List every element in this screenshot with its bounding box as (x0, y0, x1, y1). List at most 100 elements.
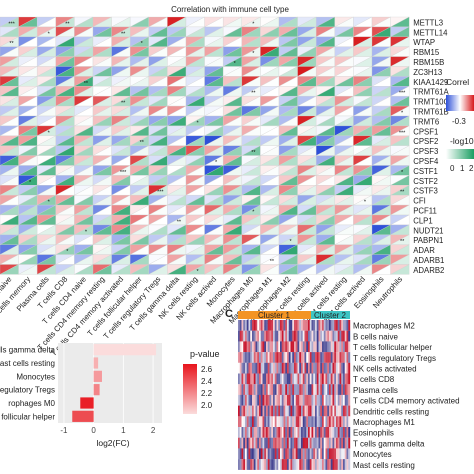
heatmap-tile (281, 427, 284, 438)
heatmap-tile (260, 341, 263, 353)
heatmap-tile (239, 416, 242, 428)
heatmap-tile (290, 416, 293, 428)
heatmap-tile (241, 416, 244, 428)
gene-label: PCF11 (413, 207, 437, 216)
heatmap-tile (337, 341, 340, 353)
heatmap-tile (290, 320, 293, 331)
heatmap-tile (285, 427, 288, 438)
heatmap-tile (322, 394, 324, 406)
heatmap-tile (253, 330, 256, 342)
heatmap-tile (287, 416, 289, 428)
heatmap-tile (348, 416, 351, 428)
heatmap-tile (243, 352, 246, 363)
heatmap-tile (248, 448, 251, 460)
heatmap-tile (274, 405, 277, 417)
heatmap-tile (278, 362, 281, 374)
significance-star: ** (140, 140, 145, 146)
heatmap-tile (343, 405, 345, 417)
heatmap-tile (295, 427, 298, 438)
significance-star: * (364, 200, 367, 206)
heatmap-tile (343, 427, 345, 438)
legend-correlation-title: Correl (446, 77, 469, 87)
heatmap-tile (297, 416, 300, 428)
heatmap-tile (243, 394, 246, 406)
heatmap-tile (281, 320, 284, 331)
heatmap-tile (250, 320, 253, 331)
heatmap-tile (278, 405, 281, 417)
gene-label: CLP1 (413, 216, 433, 225)
heatmap-tile (274, 352, 277, 363)
heatmap-tile (336, 384, 338, 395)
heatmap-tile (309, 373, 312, 385)
heatmap-tile (332, 405, 335, 417)
heatmap-tile (329, 427, 331, 438)
heatmap-tile (337, 330, 340, 342)
heatmap-tile (287, 320, 289, 331)
heatmap-tile (266, 405, 268, 417)
heatmap-tile (245, 405, 247, 417)
heatmap-grid: *** ** ** **** ******* ******** *********** ***… (0, 16, 410, 275)
heatmap-tile (246, 352, 249, 363)
heatmap-tile (273, 427, 275, 438)
heatmap-tile (273, 384, 275, 395)
heatmap-tile (318, 459, 321, 470)
heatmap-tile (346, 437, 349, 449)
heatmap-tile (330, 394, 333, 406)
panel-c-row-label: Monocytes (353, 450, 392, 459)
heatmap-tile (304, 341, 307, 353)
heatmap-tile (302, 352, 305, 363)
heatmap-tile (260, 384, 263, 395)
heatmap-tile (336, 320, 338, 331)
heatmap-tile (316, 416, 319, 428)
heatmap-tile (343, 394, 345, 406)
heatmap-tile (323, 352, 326, 363)
heatmap-tile (283, 427, 286, 438)
heatmap-tile (318, 362, 321, 374)
bar-category-label: regulatory Tregs (0, 386, 55, 395)
heatmap-tile (241, 448, 244, 460)
heatmap-tile (339, 384, 342, 395)
heatmap-tile (269, 352, 272, 363)
heatmap-tile (238, 405, 240, 417)
heatmap-tile (290, 437, 293, 449)
significance-star: * (48, 200, 51, 206)
heatmap-tile (341, 373, 344, 385)
heatmap-tile (245, 459, 247, 470)
heatmap-tile (325, 459, 328, 470)
heatmap-tile (318, 373, 321, 385)
heatmap-tile (278, 341, 281, 353)
heatmap-tile (255, 437, 258, 449)
heatmap-tile (320, 362, 323, 374)
heatmap-tile (260, 448, 263, 460)
heatmap-tile (245, 416, 247, 428)
heatmap-tile (266, 459, 268, 470)
heatmap-tile (336, 330, 338, 342)
heatmap-tile (271, 394, 274, 406)
heatmap-tile (274, 373, 277, 385)
heatmap-tile (344, 448, 347, 460)
heatmap-tile (264, 384, 267, 395)
heatmap-tile (329, 405, 331, 417)
heatmap-tile (292, 373, 295, 385)
heatmap-tile (344, 373, 347, 385)
heatmap-tile (339, 416, 342, 428)
heatmap-tile (260, 330, 263, 342)
heatmap-tile (295, 341, 298, 353)
heatmap-tile (327, 320, 330, 331)
heatmap-tile (304, 405, 307, 417)
heatmap-tile (306, 373, 309, 385)
bar-category-label: Monocytes (16, 372, 55, 381)
heatmap-tile (290, 394, 293, 406)
heatmap-tile (313, 437, 316, 449)
heatmap-tile (341, 341, 344, 353)
heatmap-tile (245, 373, 247, 385)
heatmap-tile (339, 394, 342, 406)
heatmap-tile (245, 384, 247, 395)
heatmap-tile (271, 362, 274, 374)
gene-label: WTAP (413, 38, 435, 47)
heatmap-tile (243, 330, 246, 342)
heatmap-tile (239, 427, 242, 438)
heatmap-tile (253, 362, 256, 374)
heatmap-tile (259, 341, 261, 353)
heatmap-tile (274, 330, 277, 342)
